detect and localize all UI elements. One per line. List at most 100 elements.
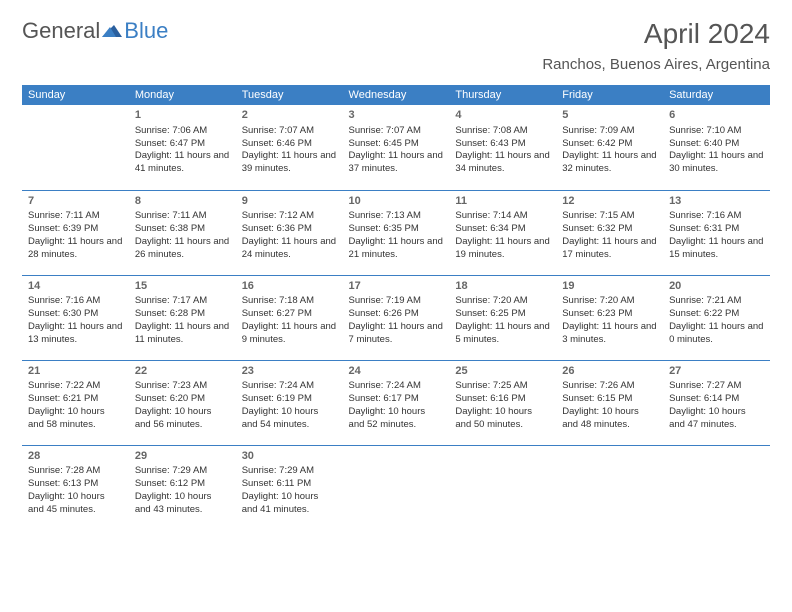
daylight-line: Daylight: 10 hours and 41 minutes. [242,491,337,517]
daylight-line: Daylight: 11 hours and 5 minutes. [455,321,550,347]
daylight-line: Daylight: 10 hours and 47 minutes. [669,406,764,432]
day-number: 16 [242,279,337,294]
day-number: 8 [135,194,230,209]
sunset-line: Sunset: 6:20 PM [135,393,230,406]
daylight-line: Daylight: 11 hours and 11 minutes. [135,321,230,347]
day-number: 29 [135,449,230,464]
daylight-line: Daylight: 10 hours and 45 minutes. [28,491,123,517]
sunset-line: Sunset: 6:32 PM [562,223,657,236]
calendar-day-cell: 24Sunrise: 7:24 AMSunset: 6:17 PMDayligh… [343,360,450,445]
day-number: 21 [28,364,123,379]
calendar-day-cell: 19Sunrise: 7:20 AMSunset: 6:23 PMDayligh… [556,275,663,360]
logo-text-blue: Blue [124,18,168,44]
calendar-day-cell: 1Sunrise: 7:06 AMSunset: 6:47 PMDaylight… [129,105,236,190]
month-title: April 2024 [542,18,770,50]
day-number: 2 [242,108,337,123]
calendar-day-cell: 22Sunrise: 7:23 AMSunset: 6:20 PMDayligh… [129,360,236,445]
sunrise-line: Sunrise: 7:14 AM [455,210,550,223]
col-wednesday: Wednesday [343,85,450,105]
daylight-line: Daylight: 10 hours and 48 minutes. [562,406,657,432]
calendar-day-cell: 4Sunrise: 7:08 AMSunset: 6:43 PMDaylight… [449,105,556,190]
day-number: 1 [135,108,230,123]
sunrise-line: Sunrise: 7:18 AM [242,295,337,308]
daylight-line: Daylight: 11 hours and 28 minutes. [28,236,123,262]
sunset-line: Sunset: 6:28 PM [135,308,230,321]
daylight-line: Daylight: 11 hours and 7 minutes. [349,321,444,347]
daylight-line: Daylight: 11 hours and 0 minutes. [669,321,764,347]
sunset-line: Sunset: 6:45 PM [349,138,444,151]
calendar-week-row: 7Sunrise: 7:11 AMSunset: 6:39 PMDaylight… [22,190,770,275]
sunrise-line: Sunrise: 7:29 AM [135,465,230,478]
calendar-day-cell [343,445,450,530]
day-number: 23 [242,364,337,379]
col-saturday: Saturday [663,85,770,105]
sunrise-line: Sunrise: 7:15 AM [562,210,657,223]
calendar-day-cell: 29Sunrise: 7:29 AMSunset: 6:12 PMDayligh… [129,445,236,530]
col-monday: Monday [129,85,236,105]
sunset-line: Sunset: 6:35 PM [349,223,444,236]
daylight-line: Daylight: 10 hours and 58 minutes. [28,406,123,432]
calendar-day-cell: 2Sunrise: 7:07 AMSunset: 6:46 PMDaylight… [236,105,343,190]
calendar-day-cell: 6Sunrise: 7:10 AMSunset: 6:40 PMDaylight… [663,105,770,190]
daylight-line: Daylight: 10 hours and 56 minutes. [135,406,230,432]
sunset-line: Sunset: 6:27 PM [242,308,337,321]
day-number: 14 [28,279,123,294]
calendar-day-cell: 27Sunrise: 7:27 AMSunset: 6:14 PMDayligh… [663,360,770,445]
sunset-line: Sunset: 6:40 PM [669,138,764,151]
sunrise-line: Sunrise: 7:07 AM [349,125,444,138]
sunset-line: Sunset: 6:30 PM [28,308,123,321]
sunset-line: Sunset: 6:23 PM [562,308,657,321]
sunrise-line: Sunrise: 7:16 AM [28,295,123,308]
day-number: 15 [135,279,230,294]
sunrise-line: Sunrise: 7:20 AM [562,295,657,308]
sunrise-line: Sunrise: 7:09 AM [562,125,657,138]
daylight-line: Daylight: 10 hours and 52 minutes. [349,406,444,432]
daylight-line: Daylight: 11 hours and 32 minutes. [562,150,657,176]
calendar-body: 1Sunrise: 7:06 AMSunset: 6:47 PMDaylight… [22,105,770,530]
sunset-line: Sunset: 6:13 PM [28,478,123,491]
sunrise-line: Sunrise: 7:27 AM [669,380,764,393]
calendar-day-cell: 11Sunrise: 7:14 AMSunset: 6:34 PMDayligh… [449,190,556,275]
daylight-line: Daylight: 11 hours and 9 minutes. [242,321,337,347]
sunrise-line: Sunrise: 7:07 AM [242,125,337,138]
calendar-day-cell [663,445,770,530]
calendar-day-cell: 30Sunrise: 7:29 AMSunset: 6:11 PMDayligh… [236,445,343,530]
day-number: 6 [669,108,764,123]
calendar-day-cell [22,105,129,190]
daylight-line: Daylight: 11 hours and 24 minutes. [242,236,337,262]
sunrise-line: Sunrise: 7:24 AM [242,380,337,393]
sunset-line: Sunset: 6:14 PM [669,393,764,406]
day-number: 27 [669,364,764,379]
page-header: General Blue April 2024 Ranchos, Buenos … [0,0,792,77]
sunset-line: Sunset: 6:31 PM [669,223,764,236]
calendar-day-cell: 7Sunrise: 7:11 AMSunset: 6:39 PMDaylight… [22,190,129,275]
day-number: 9 [242,194,337,209]
daylight-line: Daylight: 11 hours and 17 minutes. [562,236,657,262]
sunset-line: Sunset: 6:21 PM [28,393,123,406]
sunset-line: Sunset: 6:17 PM [349,393,444,406]
day-number: 24 [349,364,444,379]
sunrise-line: Sunrise: 7:16 AM [669,210,764,223]
sunset-line: Sunset: 6:25 PM [455,308,550,321]
logo-triangle-icon [102,23,122,39]
sunset-line: Sunset: 6:38 PM [135,223,230,236]
daylight-line: Daylight: 11 hours and 21 minutes. [349,236,444,262]
sunset-line: Sunset: 6:43 PM [455,138,550,151]
sunset-line: Sunset: 6:34 PM [455,223,550,236]
daylight-line: Daylight: 11 hours and 30 minutes. [669,150,764,176]
sunrise-line: Sunrise: 7:26 AM [562,380,657,393]
calendar-day-cell: 16Sunrise: 7:18 AMSunset: 6:27 PMDayligh… [236,275,343,360]
sunset-line: Sunset: 6:26 PM [349,308,444,321]
day-number: 5 [562,108,657,123]
calendar-day-cell: 10Sunrise: 7:13 AMSunset: 6:35 PMDayligh… [343,190,450,275]
calendar-day-cell: 14Sunrise: 7:16 AMSunset: 6:30 PMDayligh… [22,275,129,360]
daylight-line: Daylight: 11 hours and 19 minutes. [455,236,550,262]
daylight-line: Daylight: 11 hours and 13 minutes. [28,321,123,347]
calendar-day-cell [449,445,556,530]
sunrise-line: Sunrise: 7:28 AM [28,465,123,478]
sunset-line: Sunset: 6:12 PM [135,478,230,491]
calendar-day-cell: 28Sunrise: 7:28 AMSunset: 6:13 PMDayligh… [22,445,129,530]
sunrise-line: Sunrise: 7:17 AM [135,295,230,308]
sunset-line: Sunset: 6:15 PM [562,393,657,406]
daylight-line: Daylight: 10 hours and 54 minutes. [242,406,337,432]
